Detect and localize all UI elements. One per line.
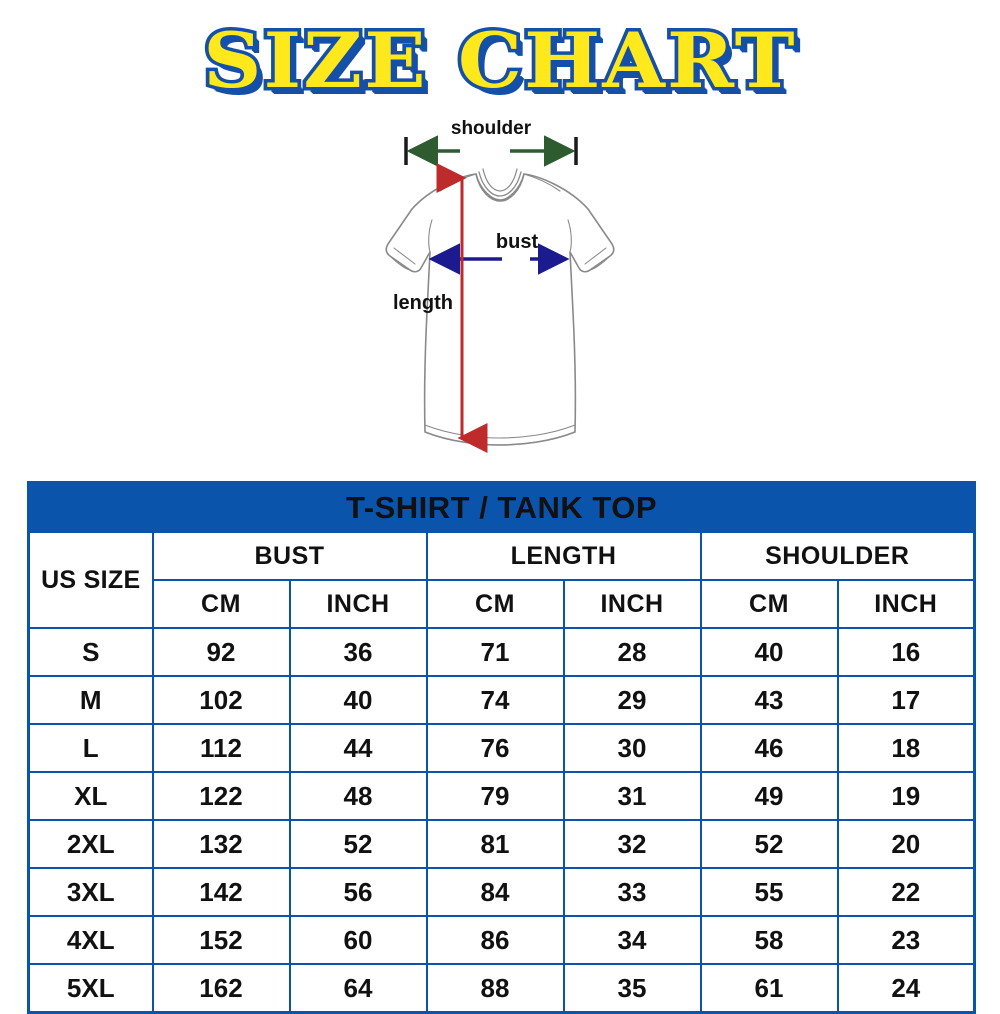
unit-header-shoulder-cm: CM <box>699 579 839 629</box>
table-row: 4XL 152 60 86 34 58 23 <box>27 915 976 965</box>
column-header-us-size: US SIZE <box>27 531 154 629</box>
size-chart-table: T-SHIRT / TANK TOP US SIZE BUST LENGTH S… <box>27 481 977 1014</box>
cell-bust-cm: 122 <box>151 771 291 821</box>
cell-bust-inch: 40 <box>288 675 428 725</box>
cell-length-cm: 86 <box>425 915 565 965</box>
cell-size: 2XL <box>27 819 154 869</box>
cell-length-inch: 28 <box>562 627 702 677</box>
cell-length-inch: 30 <box>562 723 702 773</box>
cell-shoulder-cm: 61 <box>699 963 839 1014</box>
cell-bust-cm: 142 <box>151 867 291 917</box>
cell-length-cm: 71 <box>425 627 565 677</box>
cell-size: M <box>27 675 154 725</box>
cell-size: XL <box>27 771 154 821</box>
bust-label: bust <box>496 231 539 253</box>
unit-header-shoulder-inch: INCH <box>836 579 976 629</box>
table-banner-title: T-SHIRT / TANK TOP <box>27 481 976 533</box>
size-chart-table-container: T-SHIRT / TANK TOP US SIZE BUST LENGTH S… <box>27 481 977 1014</box>
cell-bust-inch: 52 <box>288 819 428 869</box>
cell-bust-inch: 60 <box>288 915 428 965</box>
cell-shoulder-cm: 58 <box>699 915 839 965</box>
cell-length-cm: 84 <box>425 867 565 917</box>
table-header: T-SHIRT / TANK TOP US SIZE BUST LENGTH S… <box>27 481 976 629</box>
column-header-length: LENGTH <box>425 531 702 581</box>
cell-length-inch: 35 <box>562 963 702 1014</box>
table-banner-row: T-SHIRT / TANK TOP <box>27 481 976 533</box>
cell-bust-cm: 112 <box>151 723 291 773</box>
cell-shoulder-cm: 40 <box>699 627 839 677</box>
cell-size: 5XL <box>27 963 154 1014</box>
cell-length-cm: 88 <box>425 963 565 1014</box>
cell-length-cm: 74 <box>425 675 565 725</box>
table-row: 3XL 142 56 84 33 55 22 <box>27 867 976 917</box>
unit-header-length-cm: CM <box>425 579 565 629</box>
cell-shoulder-inch: 17 <box>836 675 976 725</box>
cell-bust-inch: 48 <box>288 771 428 821</box>
cell-size: 3XL <box>27 867 154 917</box>
page-title: SIZE CHART <box>200 16 799 105</box>
table-body: S 92 36 71 28 40 16 M 102 40 74 29 43 17 L 112 44 76 30 46 1… <box>27 627 976 1014</box>
cell-length-inch: 34 <box>562 915 702 965</box>
cell-length-cm: 79 <box>425 771 565 821</box>
cell-shoulder-inch: 20 <box>836 819 976 869</box>
cell-bust-cm: 152 <box>151 915 291 965</box>
cell-bust-inch: 44 <box>288 723 428 773</box>
cell-length-inch: 29 <box>562 675 702 725</box>
cell-shoulder-inch: 18 <box>836 723 976 773</box>
cell-shoulder-cm: 46 <box>699 723 839 773</box>
cell-size: S <box>27 627 154 677</box>
cell-shoulder-inch: 16 <box>836 627 976 677</box>
table-group-header-row: US SIZE BUST LENGTH SHOULDER <box>27 531 976 629</box>
cell-bust-inch: 36 <box>288 627 428 677</box>
length-label: length <box>393 292 453 314</box>
cell-bust-cm: 162 <box>151 963 291 1014</box>
cell-shoulder-cm: 55 <box>699 867 839 917</box>
column-header-bust: BUST <box>151 531 428 581</box>
unit-header-bust-cm: CM <box>151 579 291 629</box>
cell-bust-inch: 56 <box>288 867 428 917</box>
cell-shoulder-inch: 23 <box>836 915 976 965</box>
cell-length-cm: 81 <box>425 819 565 869</box>
cell-length-cm: 76 <box>425 723 565 773</box>
table-row: S 92 36 71 28 40 16 <box>27 627 976 677</box>
cell-shoulder-cm: 43 <box>699 675 839 725</box>
column-header-shoulder: SHOULDER <box>699 531 976 581</box>
cell-bust-cm: 102 <box>151 675 291 725</box>
cell-bust-cm: 132 <box>151 819 291 869</box>
table-row: 2XL 132 52 81 32 52 20 <box>27 819 976 869</box>
table-row: XL 122 48 79 31 49 19 <box>27 771 976 821</box>
page-title-area: SIZE CHART <box>0 12 1000 110</box>
cell-shoulder-cm: 52 <box>699 819 839 869</box>
unit-header-length-inch: INCH <box>562 579 702 629</box>
tshirt-measurement-diagram: shoulder bust length <box>380 112 620 460</box>
cell-bust-inch: 64 <box>288 963 428 1014</box>
cell-size: L <box>27 723 154 773</box>
cell-length-inch: 33 <box>562 867 702 917</box>
cell-length-inch: 32 <box>562 819 702 869</box>
shoulder-measure-arrow <box>404 135 578 167</box>
table-unit-header-row: CM INCH CM INCH CM INCH <box>29 579 976 629</box>
table-row: 5XL 162 64 88 35 61 24 <box>27 963 976 1014</box>
table-row: L 112 44 76 30 46 18 <box>27 723 976 773</box>
cell-shoulder-inch: 22 <box>836 867 976 917</box>
unit-header-bust-inch: INCH <box>288 579 428 629</box>
cell-size: 4XL <box>27 915 154 965</box>
cell-length-inch: 31 <box>562 771 702 821</box>
cell-shoulder-inch: 24 <box>836 963 976 1014</box>
cell-shoulder-cm: 49 <box>699 771 839 821</box>
cell-shoulder-inch: 19 <box>836 771 976 821</box>
table-row: M 102 40 74 29 43 17 <box>27 675 976 725</box>
shoulder-label: shoulder <box>451 118 532 139</box>
cell-bust-cm: 92 <box>151 627 291 677</box>
